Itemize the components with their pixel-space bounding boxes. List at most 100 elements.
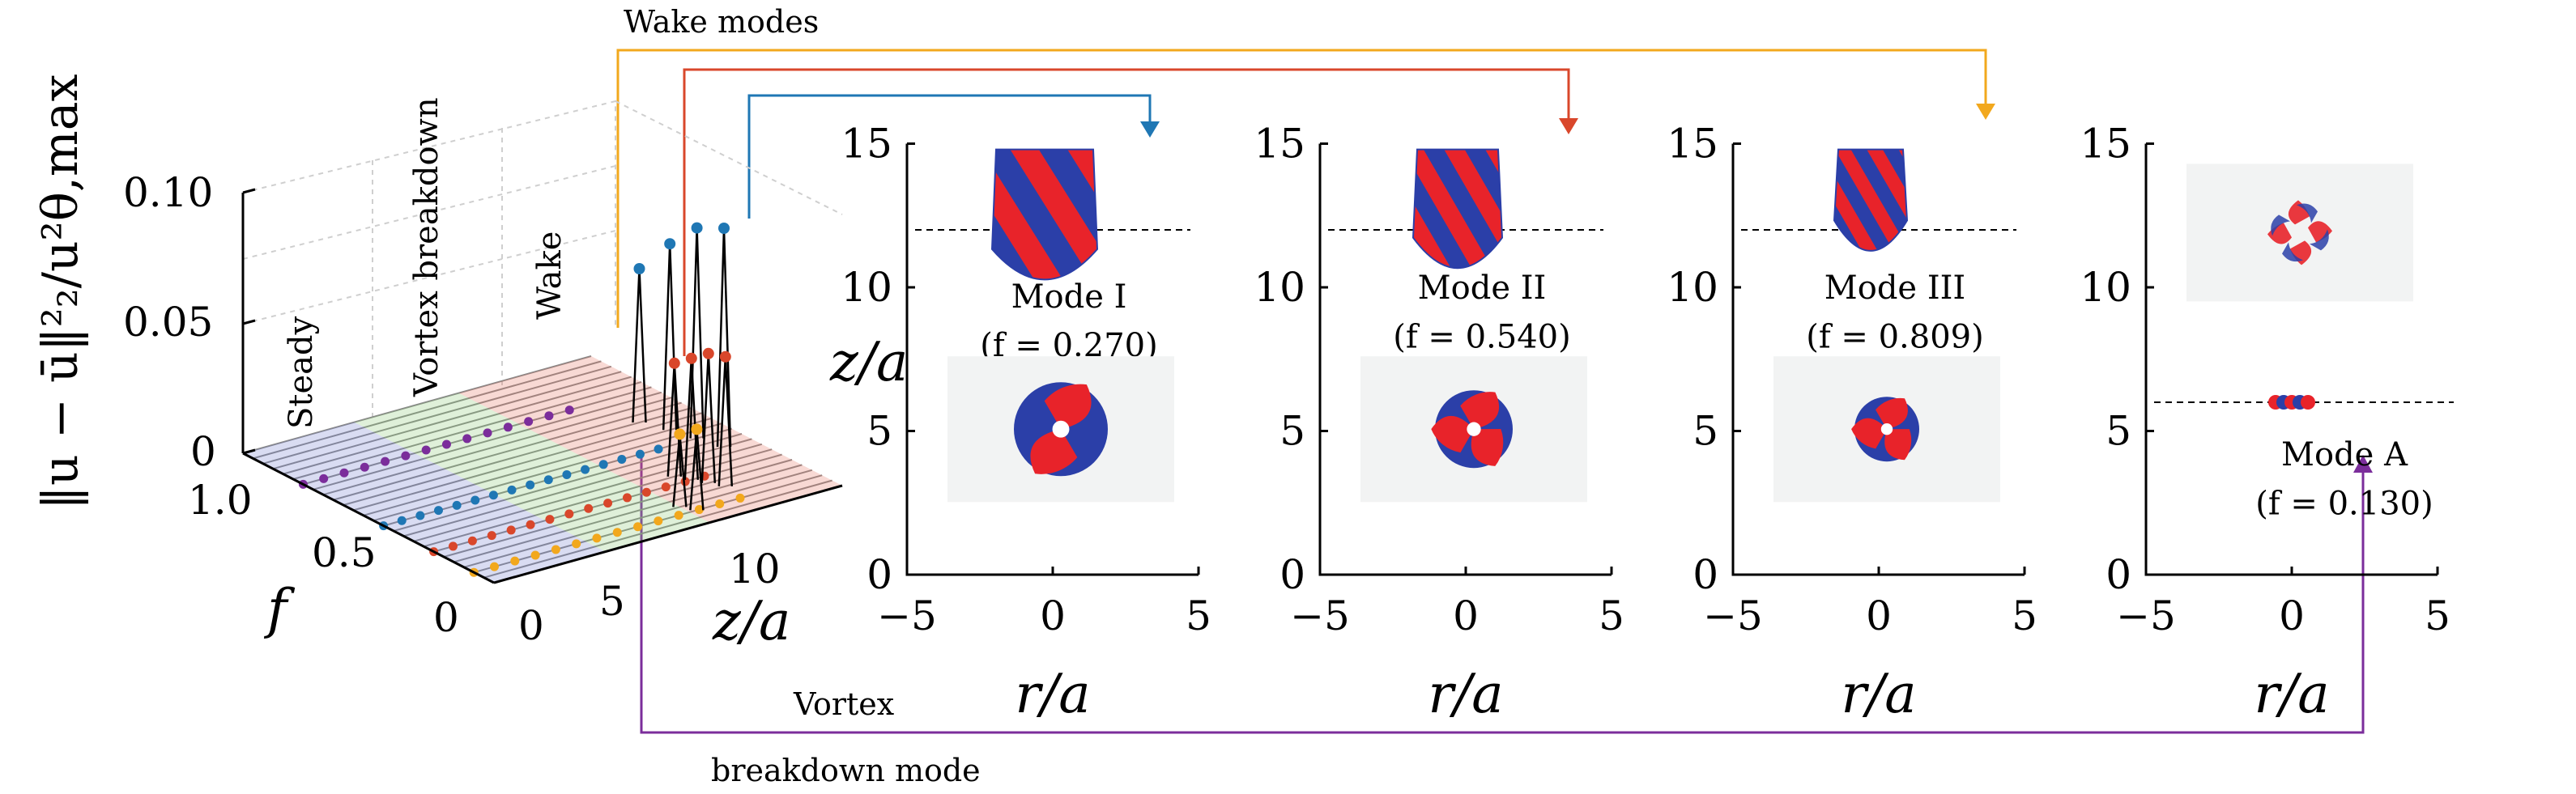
cross-section-red [1030,429,1078,474]
mode-frequency: (f = 0.809) [1806,319,1983,356]
arrowhead-mode-iii [1976,104,1995,120]
y-tick-label: 10 [1254,264,1305,311]
y-tick-label: 15 [2080,121,2131,168]
x-tick-label: 0 [1866,592,1892,639]
spectrum-line [463,469,813,568]
peak-marker [702,347,714,359]
spectrum-marker [507,485,517,495]
spectrum-marker [319,473,329,483]
spectrum-marker [564,405,574,415]
za-axis-label: z/a [712,590,790,652]
peak-marker [668,357,680,369]
peak-marker [674,428,686,440]
spectrum-marker [526,480,535,490]
spectrum-marker [421,445,431,455]
f-axis [242,452,495,584]
spectrum-marker [488,490,498,500]
spectrum-marker [622,493,632,503]
cross-section-red [1460,392,1500,430]
cross-section-red [1044,384,1092,430]
spectrum-marker [448,541,458,551]
cross-section-red [2308,221,2332,243]
za-tick-1: 5 [599,578,625,625]
connector-mode-a [640,457,2365,734]
spectrum-line [333,401,682,501]
spectrum-marker [487,531,496,541]
arrowhead-mode-ii [1559,118,1578,134]
spectrum-marker [415,511,425,520]
spectrum-marker [467,536,477,546]
y-tick-label: 0 [866,551,892,598]
x-tick-label: 5 [1599,592,1624,639]
spectrum-line [313,391,662,490]
f-tick-0: 0 [433,594,459,641]
spectrum-marker [635,449,645,459]
x-tick-label: 5 [2012,592,2037,639]
peak-marker [718,223,730,234]
z-tick-1: 0.05 [123,299,213,346]
spectrum-marker [641,487,651,497]
spectrum-marker [381,456,390,466]
connector-mode-i [747,94,1152,219]
spectrum-line [262,365,612,465]
vertical-axis-ticks [242,188,256,455]
mode-frequency: (f = 0.130) [2255,485,2433,522]
z-tick-0: 0 [190,428,216,475]
cross-section-red [2288,200,2310,225]
cross-section-core [1880,423,1893,435]
peak-marker [691,423,703,435]
region-label-wake: Wake [531,231,568,320]
cross-section-blue [2296,203,2318,223]
cross-section-red [2290,240,2312,265]
f-axis-label: f [263,578,296,640]
peak-marker [691,222,703,234]
mode-isosurface [1411,148,1504,269]
spectrum-marker [654,516,663,526]
spectrum-line [353,412,702,512]
spectrum-marker [633,522,643,532]
spectrum-marker [462,434,472,444]
mode-a-blob [2301,395,2315,410]
peak-marker [719,350,731,363]
mode-isosurface [1833,148,1909,252]
x-axis-label: r/a [2254,663,2329,725]
spectrum-marker [360,462,369,472]
mode-isosurface [990,148,1099,281]
spectrum-marker [510,556,520,566]
spectrum-line [453,464,803,563]
x-tick-label: 5 [2425,592,2450,639]
spectrum-marker [584,503,594,513]
za-side-label: z/a [829,331,908,393]
peak-marker [664,238,676,250]
cross-section-red [1471,429,1504,466]
connector-mode-iii [616,49,1987,328]
mode-name: Mode II [1418,270,1547,307]
spectrum-marker [581,465,590,474]
spectrum-marker [592,533,602,543]
spectrum-line [292,381,642,480]
arrowhead-mode-i [1140,121,1160,138]
spectrum-marker [562,469,572,479]
spectrum-line [242,355,592,454]
cross-section-red [1876,397,1908,430]
x-tick-label: 0 [1040,592,1066,639]
steady-band [243,422,606,583]
za-tick-0: 0 [518,602,544,649]
spectrum-marker [339,468,349,478]
spectrum-marker [544,411,554,421]
spectrum-marker [572,539,581,549]
spectrum-line [283,376,632,475]
spectrum-marker [674,511,683,520]
spectrum-ribbons [242,222,843,584]
y-tick-label: 10 [2080,264,2131,311]
spectrum-marker [603,499,613,508]
x-tick-label: −5 [2116,592,2176,639]
y-tick-label: 0 [1692,551,1718,598]
cross-section-red [1851,418,1887,449]
y-tick-label: 10 [841,264,892,311]
cross-section-core [1467,422,1481,436]
